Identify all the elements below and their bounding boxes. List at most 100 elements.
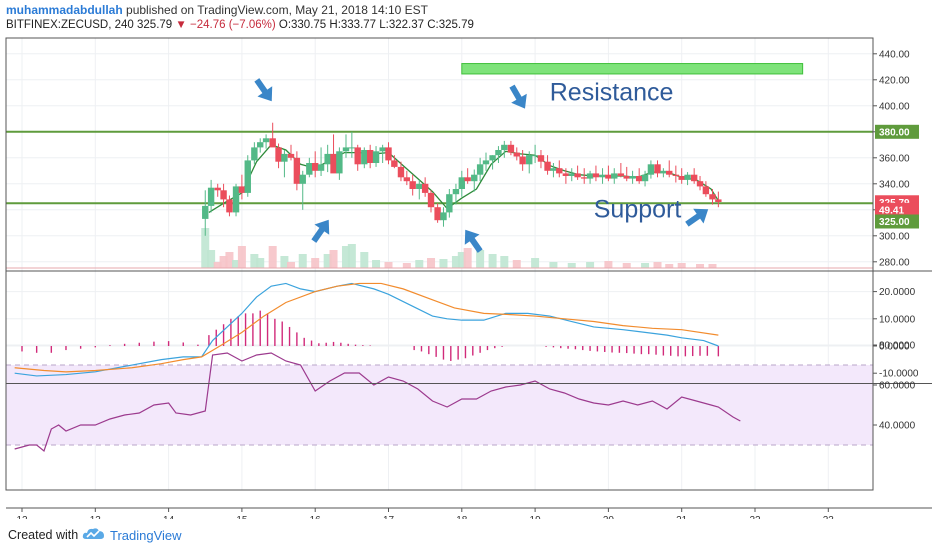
candle-body — [513, 152, 520, 157]
candle-body — [427, 192, 435, 208]
volume-bar — [402, 263, 411, 268]
time-axis-label: 12 — [16, 515, 28, 520]
candle-body — [696, 181, 704, 187]
candle-body — [647, 164, 655, 175]
volume-bar — [372, 260, 381, 268]
candle-body — [605, 174, 612, 179]
arrow-icon — [254, 78, 273, 102]
time-axis-label: 21 — [676, 515, 688, 520]
candle-body — [409, 181, 416, 189]
candle-body — [257, 142, 264, 148]
volume-bar — [250, 254, 259, 268]
candle-body — [317, 164, 325, 171]
publish-info: published on TradingView.com, May 21, 20… — [126, 3, 428, 17]
volume-bar — [488, 254, 497, 268]
candle-body — [458, 177, 465, 189]
volume-bar — [451, 256, 460, 268]
candle-body — [556, 168, 563, 174]
candle-body — [440, 212, 447, 221]
tradingview-brand[interactable]: TradingView — [110, 528, 182, 543]
volume-bar — [708, 264, 717, 268]
candle-body — [361, 150, 368, 165]
time-axis-label: 13 — [90, 515, 102, 520]
footer: Created with TradingView — [0, 519, 932, 550]
candle-body — [366, 150, 374, 163]
author-link[interactable]: muhammadabdullah — [6, 3, 123, 17]
candle-body — [385, 147, 392, 161]
candle-body — [391, 160, 398, 167]
price-axis-label: 300.00 — [879, 231, 910, 242]
candle-body — [262, 138, 270, 143]
candle-body — [452, 189, 460, 195]
candle-body — [592, 173, 600, 178]
chart-frame — [5, 37, 874, 491]
arrow-icon — [685, 208, 709, 227]
candle-body — [251, 147, 258, 161]
volume-bar — [665, 264, 674, 268]
candle-body — [434, 207, 441, 221]
candle-body — [672, 174, 680, 176]
volume-bar — [237, 246, 246, 268]
candle-body — [421, 183, 429, 193]
rsi-axis-label: 40.0000 — [879, 421, 916, 432]
volume-bar — [232, 260, 241, 268]
rsi-panel — [14, 352, 741, 453]
volume-bars — [6, 228, 873, 269]
candle-body — [629, 176, 636, 179]
candle-body — [611, 173, 618, 179]
candle-body — [654, 164, 661, 174]
volume-bar — [219, 256, 228, 268]
candle-body — [550, 168, 557, 171]
volume-bar — [225, 252, 234, 268]
volume-bar — [604, 261, 613, 268]
down-triangle-icon: ▼ — [175, 19, 187, 31]
price-axis-label: 420.00 — [879, 75, 910, 86]
candle-body — [299, 174, 306, 184]
volume-bar — [439, 259, 448, 268]
candle-body — [471, 174, 478, 182]
candle-body — [599, 174, 606, 178]
annotations: Resistance Support — [550, 79, 682, 224]
price-label-text: 380.00 — [879, 127, 910, 138]
macd-axis-label: -10.0000 — [879, 369, 919, 380]
candle-body — [531, 155, 539, 157]
volume-bar — [549, 262, 558, 268]
candle-body — [684, 174, 691, 180]
volume-bar — [653, 262, 662, 268]
arrow-icons — [254, 78, 709, 253]
candle-body — [660, 170, 667, 174]
macd-axis-label: 20.0000 — [879, 287, 916, 298]
candle-body — [287, 153, 295, 158]
candle-body — [544, 161, 551, 171]
chart-svg: 280.00300.00320.00340.00360.00380.00400.… — [5, 37, 932, 520]
candle-body — [348, 147, 356, 149]
candle-body — [330, 153, 337, 174]
candle-body — [617, 173, 625, 176]
volume-bar — [415, 260, 424, 268]
candle-body — [281, 153, 288, 162]
price-label-box — [875, 214, 919, 229]
tradingview-cloud-icon — [82, 528, 104, 539]
candle-body — [403, 177, 411, 182]
target-rectangle — [461, 63, 804, 75]
volume-bar — [384, 262, 393, 268]
candle-body — [562, 173, 570, 176]
volume-bar — [280, 256, 289, 268]
volume-bar — [201, 228, 210, 268]
volume-bar — [323, 254, 332, 268]
candle-body — [623, 176, 630, 179]
time-axis-label: 23 — [823, 515, 835, 520]
macd-line — [14, 282, 719, 377]
candle-body — [574, 173, 581, 178]
price-label-text: 49.41 — [879, 205, 904, 216]
candle-body — [214, 187, 221, 191]
candle-body — [207, 187, 215, 206]
signal-line — [14, 282, 719, 373]
target-box — [461, 63, 804, 75]
candle-body — [397, 166, 405, 178]
last-price: 325.79 — [137, 19, 173, 31]
symbol: BITFINEX:ZECUSD, 240 — [6, 19, 134, 31]
candle-body — [507, 144, 515, 153]
price-axis-label: 340.00 — [879, 179, 910, 190]
candle-body — [519, 156, 526, 165]
